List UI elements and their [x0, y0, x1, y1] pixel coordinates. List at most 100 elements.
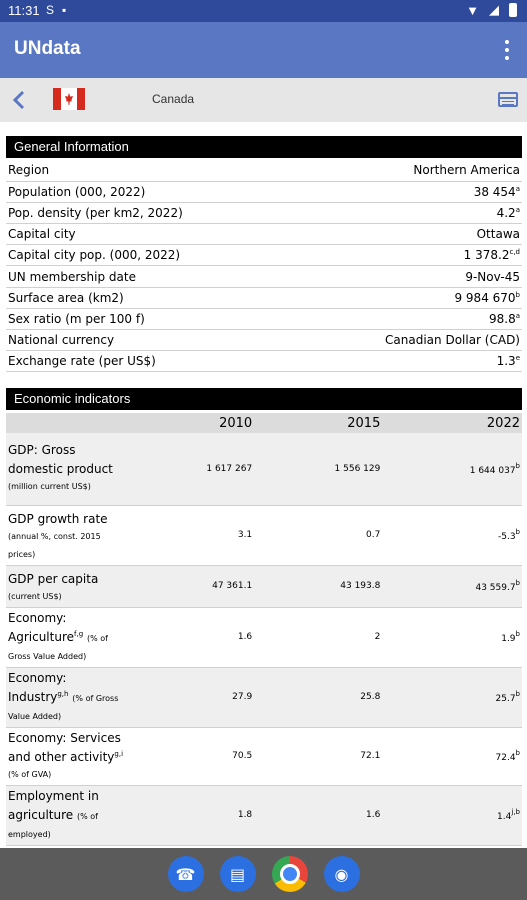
country-profile-content[interactable]: General Information Region Northern Ameri…: [0, 122, 527, 848]
economic-indicators-table: 2010 2015 2022 GDP: Gross domestic product …: [6, 413, 522, 848]
general-info-value: Ottawa: [296, 223, 522, 246]
indicator-label: GDP per capita (current US$): [6, 565, 126, 608]
indicator-row: GDP per capita (current US$) 47 361.1 43 1…: [6, 565, 522, 608]
indicator-value: 43 193.8: [254, 565, 383, 608]
indicator-row: Economy: Industryg,h (% of Gross Value A…: [6, 667, 522, 728]
overflow-menu-icon[interactable]: [503, 40, 511, 60]
year-header: 2022: [382, 413, 522, 433]
indicator-value: 2: [254, 607, 383, 668]
indicator-value: 20.2: [126, 845, 255, 848]
app-bar: UNdata: [0, 22, 527, 78]
status-time: 11:31: [8, 3, 40, 18]
country-bar: Canada: [0, 78, 527, 122]
indicator-value: 1.9b: [382, 607, 522, 668]
year-header: 2015: [254, 413, 383, 433]
economic-indicators-header: Economic indicators: [6, 388, 522, 410]
canada-flag-icon: [53, 88, 85, 110]
general-info-value: 4.2a: [296, 202, 522, 225]
header-blank: [6, 413, 126, 433]
general-info-label: Sex ratio (m per 100 f): [6, 308, 297, 331]
general-info-value: 38 454a: [296, 181, 522, 203]
s-icon: S: [46, 3, 55, 17]
sd-card-icon: ▪: [62, 3, 67, 17]
indicator-value: 3.1: [126, 505, 255, 566]
indicator-value: 72.1: [254, 727, 383, 786]
general-information-table: Region Northern America Population (000, 2…: [6, 160, 522, 373]
indicator-value: 27.9: [126, 667, 255, 728]
messages-icon[interactable]: ▤: [219, 856, 256, 892]
chrome-icon[interactable]: [271, 856, 308, 892]
general-info-value: 9-Nov-45: [296, 265, 522, 288]
indicator-value: 0.7: [254, 505, 383, 566]
country-name: Canada: [152, 92, 195, 106]
general-info-row: Exchange rate (per US$) 1.3e: [6, 350, 522, 373]
general-info-value: 1 378.2c,d: [296, 244, 522, 267]
camera-icon[interactable]: ◉: [323, 856, 360, 892]
indicator-value: 47 361.1: [126, 565, 255, 608]
general-info-label: Population (000, 2022): [6, 181, 297, 203]
year-header-row: 2010 2015 2022: [6, 413, 522, 433]
signal-icon: ◢: [489, 2, 499, 17]
indicator-value: 1.4j,b: [382, 785, 522, 846]
indicator-row: GDP: Gross domestic product (million cur…: [6, 433, 522, 506]
dock-bar: ☎ ▤ ◉: [0, 848, 527, 900]
indicator-value: 19.4j,b: [382, 845, 522, 848]
general-info-label: Exchange rate (per US$): [6, 350, 297, 373]
indicator-value: 25.7b: [382, 667, 522, 728]
general-info-label: National currency: [6, 329, 297, 352]
general-info-row: Pop. density (per km2, 2022) 4.2a: [6, 202, 522, 225]
indicator-value: -5.3b: [382, 505, 522, 566]
indicator-row: Economy: Services and other activityg,i …: [6, 727, 522, 786]
indicator-label: GDP growth rate (annual %, const. 2015 p…: [6, 505, 126, 566]
year-header: 2010: [126, 413, 255, 433]
wifi-icon: ▼: [466, 2, 479, 18]
app-title: UNdata: [14, 38, 81, 59]
general-info-label: Pop. density (per km2, 2022): [6, 202, 297, 225]
general-info-label: Capital city pop. (000, 2022): [6, 244, 297, 267]
indicator-value: 1.6: [126, 607, 255, 668]
battery-icon: [509, 3, 517, 17]
card-view-icon[interactable]: [498, 92, 518, 107]
general-info-label: Surface area (km2): [6, 287, 297, 309]
indicator-value: 70.5: [126, 727, 255, 786]
indicator-label: GDP: Gross domestic product (million cur…: [6, 433, 126, 506]
indicator-label: Economy: Services and other activityg,i …: [6, 727, 126, 786]
general-info-row: Surface area (km2) 9 984 670b: [6, 287, 522, 309]
general-info-row: Population (000, 2022) 38 454a: [6, 181, 522, 203]
indicator-value: 25.8: [254, 667, 383, 728]
general-info-label: Region: [6, 160, 297, 182]
indicator-label: Economy: Industryg,h (% of Gross Value A…: [6, 667, 126, 728]
indicator-row: Economy: Agriculturef,g (% of Gross Valu…: [6, 607, 522, 668]
general-info-value: 9 984 670b: [296, 287, 522, 309]
general-info-value: Northern America: [296, 160, 522, 182]
general-info-row: National currency Canadian Dollar (CAD): [6, 329, 522, 352]
general-information-header: General Information: [6, 136, 522, 158]
indicator-value: 1.6: [254, 785, 383, 846]
indicator-label: Economy: Agriculturef,g (% of Gross Valu…: [6, 607, 126, 668]
indicator-value: 1 617 267: [126, 433, 255, 506]
general-info-row: Sex ratio (m per 100 f) 98.8a: [6, 308, 522, 331]
general-info-value: Canadian Dollar (CAD): [296, 329, 522, 352]
indicator-value: 1 556 129: [254, 433, 383, 506]
general-info-row: Region Northern America: [6, 160, 522, 182]
indicator-value: 43 559.7b: [382, 565, 522, 608]
indicator-label: Employment in industry (% of: [6, 845, 126, 848]
indicator-label: Employment in agriculture (% of employed…: [6, 785, 126, 846]
general-info-label: Capital city: [6, 223, 297, 246]
indicator-row: Employment in industry (% of20.219.919.4…: [6, 845, 522, 848]
general-info-row: Capital city Ottawa: [6, 223, 522, 246]
back-arrow-icon[interactable]: [8, 86, 32, 114]
general-info-row: UN membership date 9-Nov-45: [6, 265, 522, 288]
indicator-row: Employment in agriculture (% of employed…: [6, 785, 522, 846]
phone-icon[interactable]: ☎: [167, 856, 204, 892]
indicator-value: 1.8: [126, 785, 255, 846]
general-info-row: Capital city pop. (000, 2022) 1 378.2c,d: [6, 244, 522, 267]
general-info-value: 98.8a: [296, 308, 522, 331]
general-info-label: UN membership date: [6, 265, 297, 288]
general-info-value: 1.3e: [296, 350, 522, 373]
status-bar: 11:31 S ▪ ▼ ◢: [0, 0, 527, 22]
indicator-value: 1 644 037b: [382, 433, 522, 506]
indicator-row: GDP growth rate (annual %, const. 2015 p…: [6, 505, 522, 566]
indicator-value: 72.4b: [382, 727, 522, 786]
